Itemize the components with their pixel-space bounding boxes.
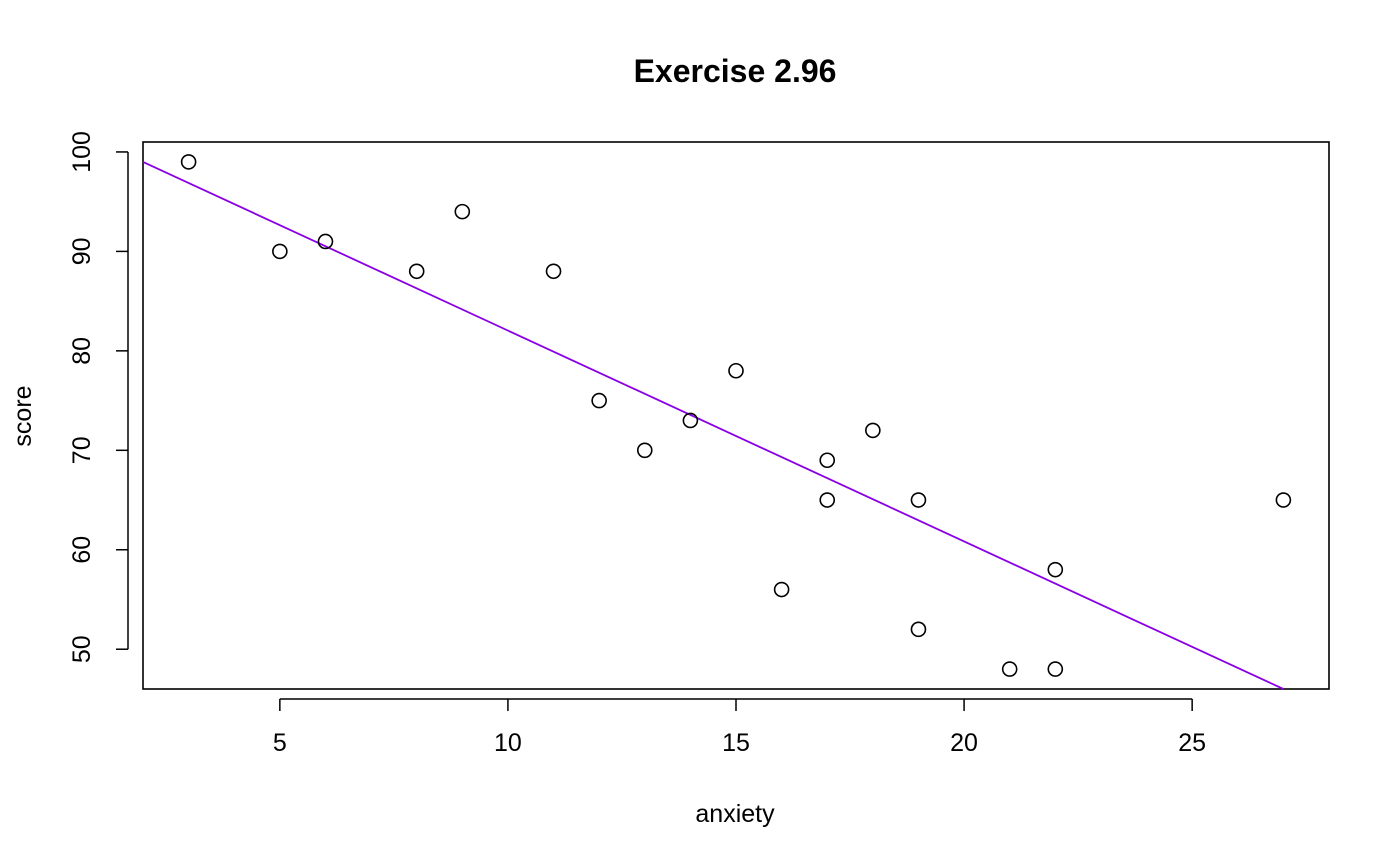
y-tick-label: 70 xyxy=(68,436,96,464)
data-point xyxy=(1001,661,1018,677)
y-tick-label: 50 xyxy=(68,635,96,663)
data-point xyxy=(819,452,836,469)
data-point xyxy=(317,233,334,250)
y-axis-label: score xyxy=(9,385,37,446)
data-point xyxy=(773,581,790,598)
data-point xyxy=(180,154,197,170)
plot-frame xyxy=(142,141,1330,690)
data-point xyxy=(910,492,927,508)
data-point xyxy=(728,362,744,379)
x-tick-label: 15 xyxy=(722,729,750,757)
chart-title: Exercise 2.96 xyxy=(634,53,837,89)
x-tick-label: 25 xyxy=(1178,729,1206,757)
data-point xyxy=(1275,492,1292,508)
data-points xyxy=(180,154,1292,677)
data-point xyxy=(819,492,836,508)
x-tick-label: 10 xyxy=(494,729,522,757)
y-axis: 50 60 70 80 90 100 xyxy=(68,131,129,663)
y-tick-label: 60 xyxy=(68,536,96,564)
data-point xyxy=(272,243,288,260)
data-point xyxy=(682,412,699,429)
data-point xyxy=(636,442,653,459)
y-tick-label: 100 xyxy=(68,131,96,173)
data-point xyxy=(910,621,927,638)
y-tick-label: 80 xyxy=(68,337,96,365)
x-axis-label: anxiety xyxy=(695,800,775,828)
data-point xyxy=(408,263,425,280)
x-tick-label: 20 xyxy=(950,729,978,757)
y-tick-label: 90 xyxy=(68,237,96,265)
x-tick-label: 5 xyxy=(273,729,287,757)
data-point xyxy=(454,203,471,220)
regression-line xyxy=(142,161,1284,690)
data-point xyxy=(1047,661,1064,677)
data-point xyxy=(865,422,881,439)
x-axis: 5 10 15 20 25 xyxy=(273,698,1206,757)
data-point xyxy=(591,392,607,409)
data-point xyxy=(1047,561,1064,578)
regression-line-layer xyxy=(142,161,1284,690)
data-point xyxy=(545,263,562,280)
